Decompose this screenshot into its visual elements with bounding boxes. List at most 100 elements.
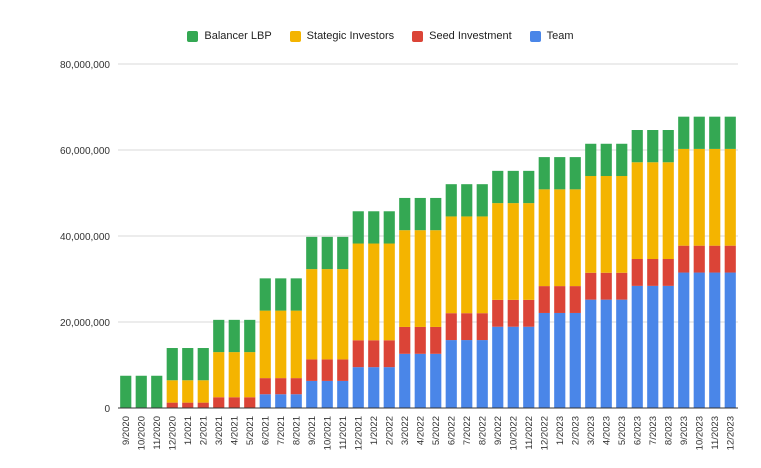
x-tick-label: 9/2021 [307, 416, 318, 445]
bar-segment-balancer-lbp [166, 348, 178, 381]
bar-segment-balancer-lbp [523, 170, 535, 204]
x-tick-label: 8/2021 [292, 416, 303, 445]
bar-segment-balancer-lbp [259, 278, 271, 311]
legend-swatch-team [529, 30, 541, 42]
legend-label-team: Team [546, 30, 574, 42]
x-tick-label: 11/2023 [710, 416, 721, 450]
bar-segment-team [538, 312, 550, 408]
bar-segment-seed-investment [197, 402, 209, 408]
bar-segment-seed-investment [585, 272, 597, 300]
bar-segment-stategic-investors [290, 310, 302, 379]
x-tick-label: 11/2020 [152, 416, 163, 450]
bar-segment-balancer-lbp [461, 184, 473, 217]
bar-segment-balancer-lbp [383, 211, 395, 244]
bar-segment-balancer-lbp [182, 348, 194, 381]
bar-segment-seed-investment [182, 402, 194, 408]
bar-segment-team [492, 326, 504, 408]
bar-segment-balancer-lbp [662, 130, 674, 163]
bar-segment-seed-investment [616, 272, 628, 300]
bar-segment-team [290, 394, 302, 408]
x-tick-label: 4/2023 [602, 416, 613, 445]
bar-segment-balancer-lbp [275, 278, 287, 311]
x-tick-label: 1/2023 [555, 416, 566, 445]
bar-segment-seed-investment [414, 326, 426, 354]
legend-item-team[interactable]: Team [529, 30, 574, 42]
bar-segment-team [337, 380, 349, 408]
bar-segment-team [414, 353, 426, 408]
legend-swatch-stategic-investors [289, 30, 301, 42]
bar-segment-stategic-investors [321, 269, 333, 360]
x-tick-label: 2/2023 [571, 416, 582, 445]
bar-segment-stategic-investors [523, 203, 535, 300]
chart-legend: Balancer LBP Stategic Investors Seed Inv… [0, 30, 761, 42]
bar-segment-seed-investment [678, 245, 690, 273]
x-tick-label: 9/2020 [121, 416, 132, 445]
x-tick-label: 12/2023 [726, 416, 737, 450]
bar-segment-team [585, 299, 597, 408]
bar-segment-balancer-lbp [244, 319, 256, 353]
bar-segment-stategic-investors [492, 203, 504, 300]
legend-item-stategic-investors[interactable]: Stategic Investors [289, 30, 395, 42]
bar-segment-team [662, 285, 674, 408]
bar-segment-balancer-lbp [197, 348, 209, 381]
bar-segment-stategic-investors [538, 189, 550, 287]
bar-segment-seed-investment [662, 259, 674, 286]
bar-segment-balancer-lbp [600, 143, 612, 177]
bar-segment-team [600, 299, 612, 408]
x-tick-label: 6/2021 [261, 416, 272, 445]
bar-segment-team [554, 312, 566, 408]
bar-segment-seed-investment [569, 286, 581, 313]
bar-segment-balancer-lbp [507, 170, 519, 204]
x-tick-label: 1/2021 [183, 416, 194, 445]
bar-segment-team [569, 312, 581, 408]
bar-segment-balancer-lbp [151, 375, 163, 408]
bar-segment-team [678, 272, 690, 408]
bar-segment-seed-investment [523, 299, 535, 327]
x-tick-label: 9/2023 [679, 416, 690, 445]
x-tick-label: 2/2022 [385, 416, 396, 445]
bar-segment-seed-investment [430, 326, 442, 354]
bar-segment-team [383, 367, 395, 408]
legend-item-balancer-lbp[interactable]: Balancer LBP [187, 30, 272, 42]
x-tick-label: 3/2023 [586, 416, 597, 445]
bar-segment-stategic-investors [166, 380, 178, 403]
bar-segment-stategic-investors [228, 352, 240, 398]
bar-segment-stategic-investors [259, 310, 271, 379]
bar-segment-balancer-lbp [337, 236, 349, 270]
bar-segment-balancer-lbp [352, 211, 364, 244]
bar-segment-stategic-investors [554, 189, 566, 287]
bar-segment-stategic-investors [306, 269, 318, 360]
bar-segment-seed-investment [647, 259, 659, 286]
x-tick-label: 12/2020 [168, 416, 179, 450]
x-tick-label: 10/2021 [323, 416, 334, 450]
bar-segment-stategic-investors [197, 380, 209, 403]
bar-segment-seed-investment [275, 378, 287, 395]
legend-label-stategic-investors: Stategic Investors [306, 30, 395, 42]
bar-segment-balancer-lbp [647, 130, 659, 163]
bar-segment-stategic-investors [647, 162, 659, 260]
bar-segment-seed-investment [538, 286, 550, 313]
legend-swatch-balancer-lbp [187, 30, 199, 42]
bar-segment-seed-investment [213, 397, 225, 408]
bar-segment-seed-investment [352, 340, 364, 368]
x-tick-label: 11/2022 [524, 416, 535, 450]
bar-segment-stategic-investors [600, 176, 612, 273]
bar-segment-balancer-lbp [554, 157, 566, 190]
x-tick-label: 4/2021 [230, 416, 241, 445]
bar-segment-balancer-lbp [538, 157, 550, 190]
legend-item-seed-investment[interactable]: Seed Investment [412, 30, 512, 42]
bar-segment-stategic-investors [337, 269, 349, 360]
x-tick-label: 7/2022 [462, 416, 473, 445]
bar-segment-stategic-investors [414, 230, 426, 327]
bar-segment-team [445, 340, 457, 408]
bar-segment-seed-investment [445, 313, 457, 341]
bar-segment-seed-investment [631, 259, 643, 286]
x-tick-label: 9/2022 [493, 416, 504, 445]
bar-segment-seed-investment [554, 286, 566, 313]
bar-segment-seed-investment [461, 313, 473, 341]
bar-segment-stategic-investors [709, 148, 721, 246]
bar-segment-team [709, 272, 721, 408]
bar-segment-team [352, 367, 364, 408]
bar-segment-seed-investment [321, 359, 333, 381]
